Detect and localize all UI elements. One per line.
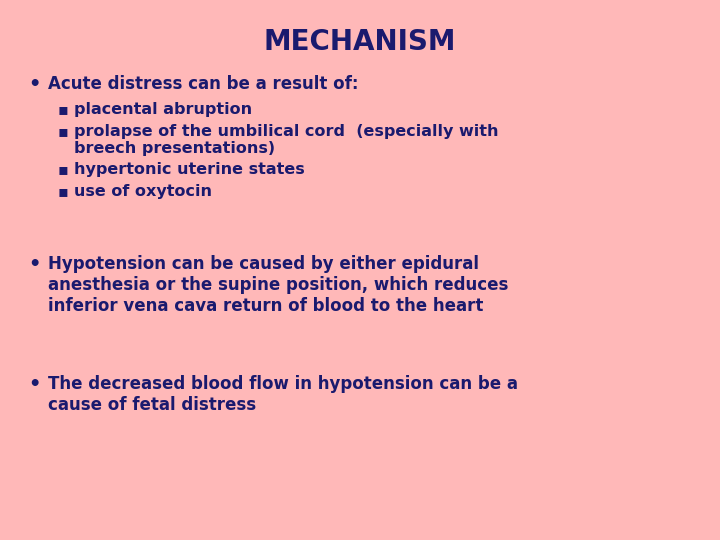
- Text: •: •: [28, 375, 40, 394]
- Text: Hypotension can be caused by either epidural
anesthesia or the supine position, : Hypotension can be caused by either epid…: [48, 255, 508, 315]
- Text: ▪: ▪: [58, 124, 69, 139]
- Text: placental abruption: placental abruption: [74, 102, 252, 117]
- Text: hypertonic uterine states: hypertonic uterine states: [74, 162, 305, 177]
- Text: •: •: [28, 75, 40, 94]
- Text: prolapse of the umbilical cord  (especially with
breech presentations): prolapse of the umbilical cord (especial…: [74, 124, 498, 157]
- Text: Acute distress can be a result of:: Acute distress can be a result of:: [48, 75, 359, 93]
- Text: use of oxytocin: use of oxytocin: [74, 184, 212, 199]
- Text: ▪: ▪: [58, 102, 69, 117]
- Text: ▪: ▪: [58, 184, 69, 199]
- Text: MECHANISM: MECHANISM: [264, 28, 456, 56]
- Text: The decreased blood flow in hypotension can be a
cause of fetal distress: The decreased blood flow in hypotension …: [48, 375, 518, 414]
- Text: ▪: ▪: [58, 162, 69, 177]
- Text: •: •: [28, 255, 40, 274]
